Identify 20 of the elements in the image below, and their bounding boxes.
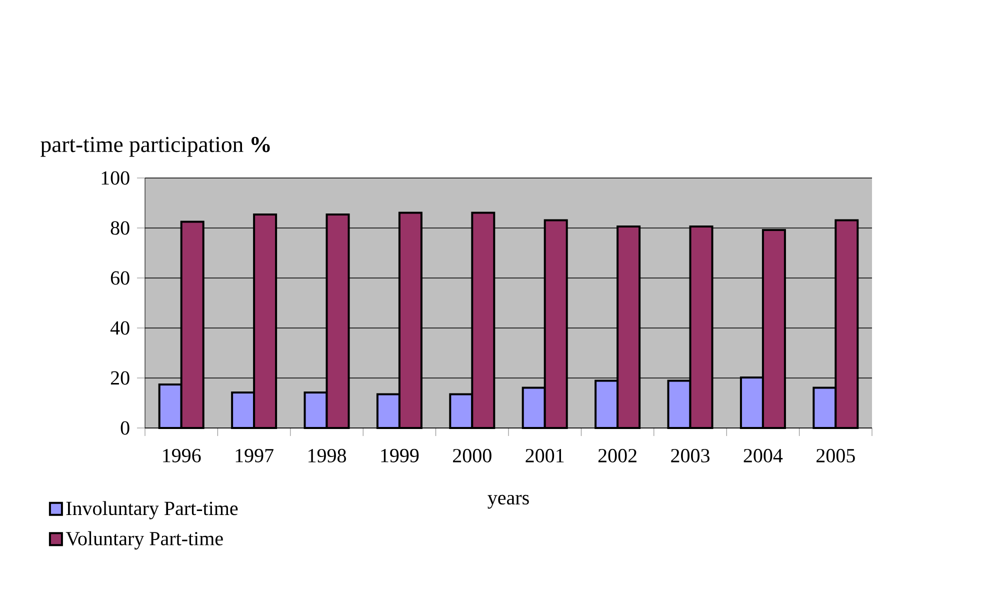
y-tick-label: 80 [110, 221, 130, 235]
x-tick-label: 2003 [671, 448, 710, 462]
y-tick-label: 0 [120, 421, 130, 435]
x-tick-label: 2002 [598, 448, 636, 462]
y-tick-label: 100 [102, 171, 130, 185]
x-tick-label: 2001 [526, 448, 564, 462]
y-tick-label: 60 [110, 271, 130, 285]
legend-label: Involuntary Part-time [66, 501, 238, 520]
y-axis-title: part-time participation % [40, 136, 270, 157]
y-tick-label: 20 [110, 371, 130, 385]
x-tick-label: 1997 [236, 448, 274, 462]
x-axis-title: years [488, 494, 529, 509]
x-tick-label: 1999 [381, 448, 419, 462]
legend-label: Voluntary Part-time [66, 531, 223, 550]
x-tick-label: 2004 [744, 448, 783, 462]
x-tick-label: 2000 [453, 448, 492, 462]
x-tick-label: 2005 [816, 448, 855, 462]
y-tick-label: 40 [110, 321, 130, 335]
x-tick-label: 1996 [163, 448, 201, 462]
x-tick-label: 1998 [308, 448, 346, 462]
